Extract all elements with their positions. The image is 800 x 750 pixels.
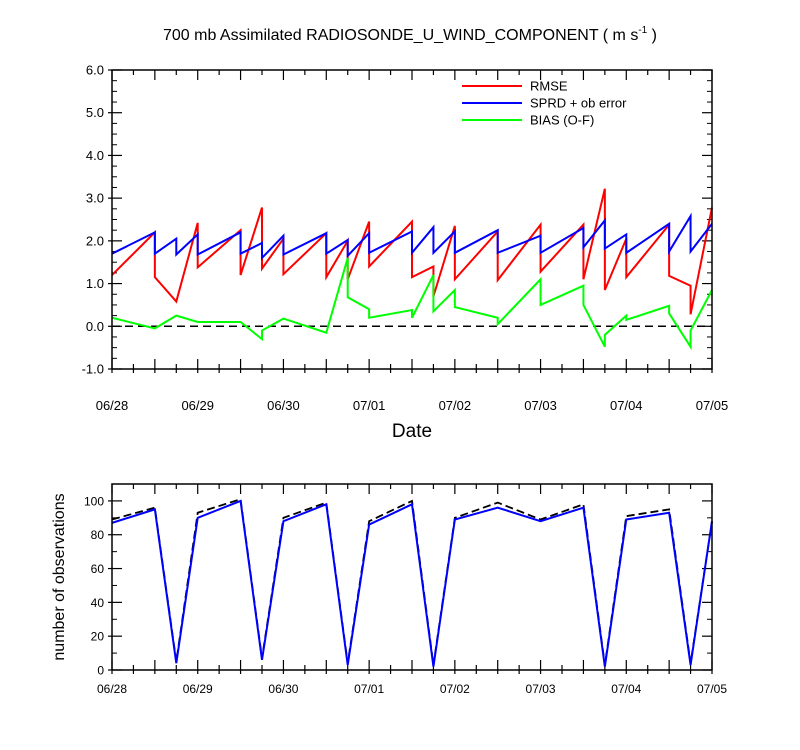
x-tick-label: 07/04 (610, 398, 643, 413)
x-tick-label: 07/01 (353, 398, 386, 413)
y-tick-label: 40 (91, 596, 105, 610)
x-tick-label: 07/05 (696, 398, 729, 413)
y-tick-label: 5.0 (86, 105, 104, 120)
x-tick-label: 07/01 (354, 682, 384, 696)
top-ticks (108, 69, 713, 373)
y-tick-label: 60 (91, 562, 105, 576)
top-series (111, 188, 713, 351)
x-tick-label: 06/30 (267, 398, 300, 413)
x-tick-label: 06/28 (97, 682, 127, 696)
y-tick-label: 3.0 (86, 191, 104, 206)
top-panel: 06/28 06/29 06/30 07/01 07/02 07/03 07/04 07/05… (82, 63, 729, 443)
bottom-tick-labels: 06/28 06/29 06/30 07/01 07/02 07/03 07/04 07/05… (84, 494, 727, 696)
x-tick-label: 06/29 (183, 682, 213, 696)
x-tick-label: 07/03 (526, 682, 556, 696)
y-tick-label: 4.0 (86, 148, 104, 163)
y-tick-label: 2.0 (86, 233, 104, 248)
y-axis-label-observations: number of observations (51, 493, 68, 660)
y-tick-label: 20 (91, 630, 105, 644)
legend-label: SPRD + ob error (530, 96, 627, 111)
series-line-bias-o-f (111, 257, 713, 351)
y-tick-label: -1.0 (82, 362, 104, 377)
chart-title: 700 mb Assimilated RADIOSONDE_U_WIND_COM… (163, 25, 657, 44)
x-axis-label: Date (392, 421, 432, 442)
x-tick-label: 07/04 (611, 682, 641, 696)
y-tick-label: 100 (84, 494, 104, 508)
x-tick-label: 07/02 (440, 682, 470, 696)
x-tick-label: 07/02 (439, 398, 472, 413)
top-plot-frame (111, 69, 713, 370)
x-tick-label: 07/03 (524, 398, 557, 413)
x-tick-label: 06/28 (96, 398, 129, 413)
series-line-observations-possible (111, 498, 713, 666)
x-tick-label: 07/05 (697, 682, 727, 696)
legend-label: BIAS (O-F) (530, 113, 594, 128)
y-tick-label: 80 (91, 528, 105, 542)
top-tick-labels: 06/28 06/29 06/30 07/01 07/02 07/03 07/04 07/05… (82, 63, 729, 414)
y-tick-label: 6.0 (86, 63, 104, 78)
y-tick-label: 0 (97, 664, 104, 678)
legend-label: RMSE (530, 79, 568, 94)
y-tick-label: 1.0 (86, 276, 104, 291)
bottom-panel: 06/28 06/29 06/30 07/01 07/02 07/03 07/04 07/05… (51, 483, 727, 696)
bottom-plot-frame (111, 483, 713, 671)
series-line-sprd-ob-error (111, 212, 713, 261)
y-tick-label: 0.0 (86, 319, 104, 334)
x-tick-label: 06/29 (181, 398, 214, 413)
bottom-series (111, 498, 713, 667)
legend: RMSE SPRD + ob error BIAS (O-F) (462, 79, 627, 128)
x-tick-label: 06/30 (268, 682, 298, 696)
title-superscript: -1 (638, 25, 647, 36)
series-line-observations-assimilated (111, 499, 713, 667)
